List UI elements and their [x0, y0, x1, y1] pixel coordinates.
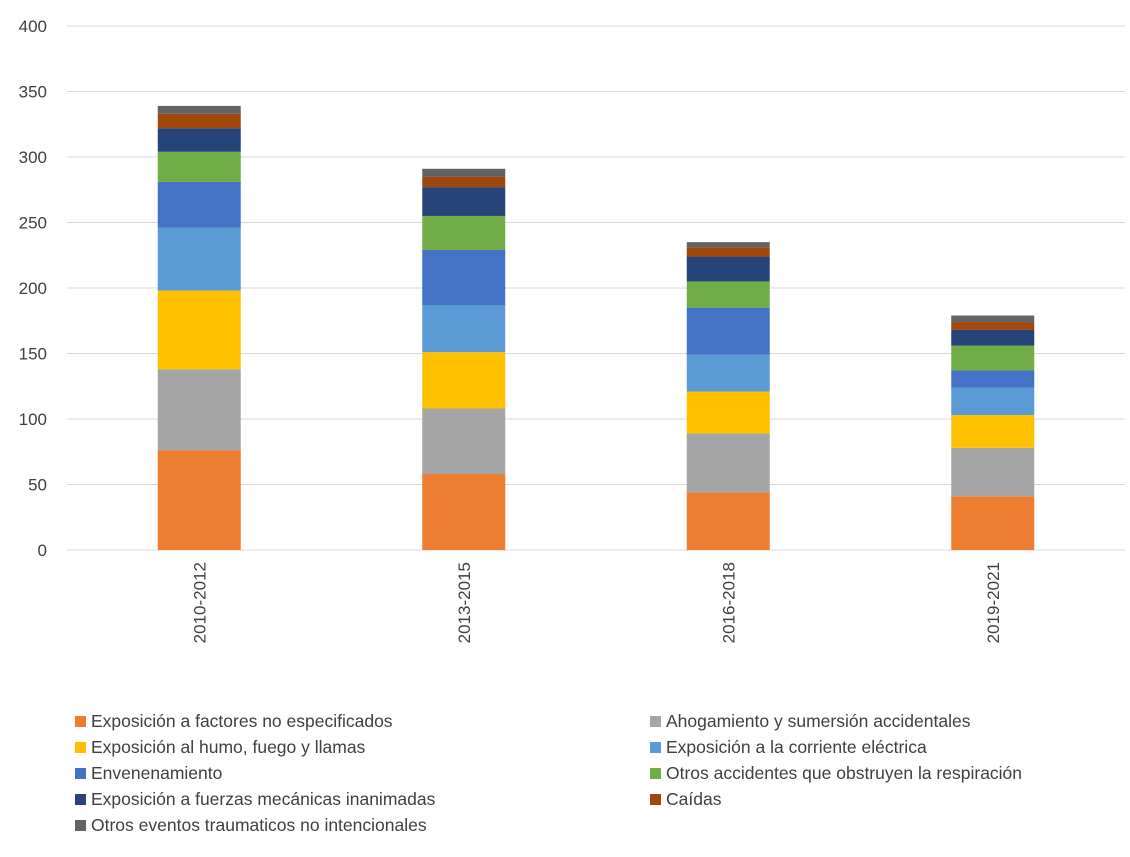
bar-segment [686, 391, 770, 434]
bar-segment [951, 447, 1035, 497]
x-tick-label: 2013-2015 [455, 562, 474, 643]
legend-label: Otros accidentes que obstruyen la respir… [666, 762, 1023, 783]
bar-segment [422, 352, 506, 409]
bar-segment [686, 492, 770, 550]
bar-segment [157, 290, 241, 370]
y-tick-label: 150 [19, 345, 47, 364]
bar-segment [951, 329, 1035, 346]
bar-segment [157, 369, 241, 451]
bar-segment [951, 370, 1035, 388]
bar-segment [686, 256, 770, 282]
legend-label: Otros eventos traumaticos no intencional… [91, 814, 427, 835]
bar-segment [686, 354, 770, 392]
bar-segment [951, 322, 1035, 330]
bar-segment [951, 415, 1035, 448]
bar-segment [157, 113, 241, 129]
y-tick-label: 200 [19, 279, 47, 298]
legend-item: Ahogamiento y sumersión accidentales [650, 708, 970, 734]
legend-item: Envenenamiento [75, 760, 222, 786]
bar-segment [157, 450, 241, 550]
bar-segment [422, 408, 506, 475]
legend-label: Envenenamiento [91, 762, 223, 783]
y-tick-label: 400 [19, 17, 47, 36]
bar-segment [422, 215, 506, 251]
bar-segment [951, 387, 1035, 416]
bar-segment [951, 496, 1035, 550]
bar-segment [157, 227, 241, 291]
legend-item: Otros accidentes que obstruyen la respir… [650, 760, 1022, 786]
bar-segment [422, 305, 506, 353]
legend-label: Caídas [666, 788, 722, 809]
x-tick-label: 2016-2018 [719, 562, 738, 643]
legend-label: Exposición a la corriente eléctrica [666, 736, 927, 757]
stacked-bar-chart: 0 50 100 150 200 250 300 350 400 2010-2012 2013-20… [19, 17, 1125, 643]
y-tick-label: 300 [19, 148, 47, 167]
legend-label: Exposición al humo, fuego y llamas [91, 736, 366, 757]
bar-segment [686, 307, 770, 355]
bar-segment [686, 433, 770, 493]
bar-segment [157, 128, 241, 152]
legend-swatch [650, 793, 661, 805]
legend-swatch [75, 715, 86, 727]
bar-segment [951, 345, 1035, 371]
y-tick-label: 350 [19, 83, 47, 102]
bar-segment [422, 250, 506, 306]
bar-segment [951, 315, 1035, 323]
legend-swatch [75, 741, 86, 753]
legend-swatch [650, 741, 661, 753]
bar-segment [686, 242, 770, 248]
bar-segment [422, 168, 506, 177]
bar-segment [686, 281, 770, 308]
bar-segment [422, 187, 506, 216]
x-tick-label: 2010-2012 [190, 562, 209, 643]
legend-label: Exposición a fuerzas mecánicas inanimada… [91, 788, 436, 809]
bar-segment [157, 181, 241, 228]
legend-swatch [650, 767, 661, 779]
bar-segment [422, 176, 506, 188]
bar-segment [422, 474, 506, 550]
legend-item: Exposición a factores no especificados [75, 708, 393, 734]
legend-item: Exposición a fuerzas mecánicas inanimada… [75, 786, 435, 812]
y-tick-label: 100 [19, 410, 47, 429]
legend-item: Otros eventos traumaticos no intencional… [75, 812, 427, 838]
legend-swatch [75, 767, 86, 779]
y-tick-label: 250 [19, 214, 47, 233]
x-tick-label: 2019-2021 [984, 562, 1003, 643]
legend-label: Exposición a factores no especificados [91, 710, 393, 731]
legend-swatch [75, 793, 86, 805]
y-tick-label: 0 [38, 541, 47, 560]
legend-label: Ahogamiento y sumersión accidentales [666, 710, 971, 731]
legend-item: Exposición a la corriente eléctrica [650, 734, 927, 760]
legend-swatch [75, 819, 86, 831]
legend-swatch [650, 715, 661, 727]
bar-segment [686, 247, 770, 257]
y-tick-label: 50 [28, 476, 47, 495]
bar-segment [157, 105, 241, 114]
legend-item: Caídas [650, 786, 721, 812]
legend-item: Exposición al humo, fuego y llamas [75, 734, 365, 760]
bar-segment [157, 151, 241, 182]
